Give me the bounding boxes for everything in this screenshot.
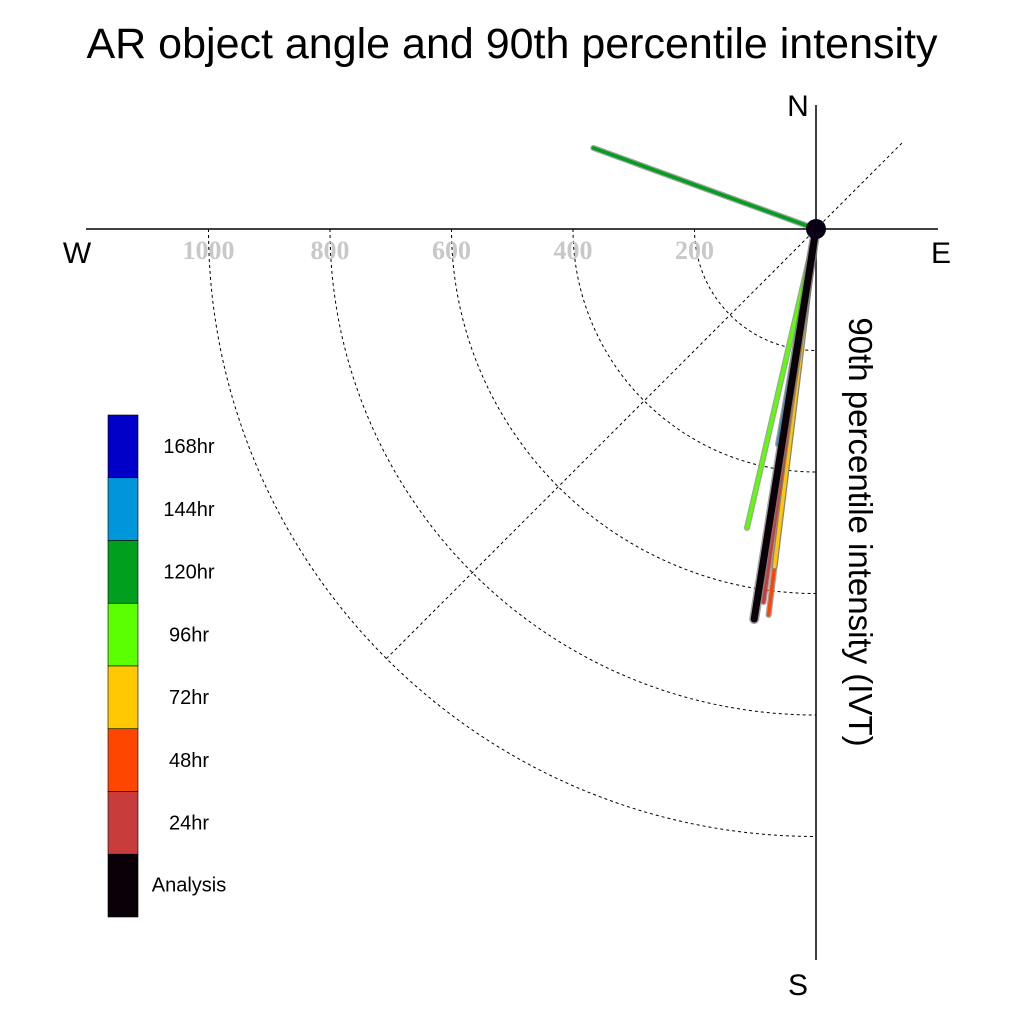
- compass-south-label: S: [788, 969, 808, 1002]
- radial-tick-label: 600: [432, 236, 471, 265]
- legend-swatch: [107, 540, 139, 604]
- radial-tick-label: 1000: [183, 236, 235, 265]
- diagonal-guide: [386, 142, 903, 659]
- legend-label: 120hr: [163, 562, 214, 584]
- series-line-analysis: [750, 225, 820, 623]
- radial-tick-label: 400: [554, 236, 593, 265]
- legend-label: Analysis: [152, 874, 226, 896]
- legend-swatch: [107, 665, 139, 730]
- legend-label: 72hr: [169, 687, 209, 709]
- legend: 168hr 144hr 120hr 96hr 72hr 48hr 24hr Analysis: [107, 414, 226, 918]
- legend-label: 48hr: [169, 750, 209, 772]
- legend-label: 24hr: [169, 813, 209, 835]
- intensity-axis-label: 90th percentile intensity (IVT): [842, 317, 879, 746]
- chart-title: AR object angle and 90th percentile inte…: [87, 20, 938, 68]
- compass-west-label: W: [63, 237, 92, 270]
- compass-north-label: N: [787, 90, 809, 123]
- series-line-120hr: [591, 146, 818, 231]
- origin-marker: [806, 219, 826, 239]
- legend-swatch: [107, 477, 139, 541]
- radial-tick-label: 200: [675, 236, 714, 265]
- radial-tick-label: 800: [311, 236, 350, 265]
- compass-east-label: E: [931, 237, 951, 270]
- legend-swatch: [107, 728, 139, 792]
- legend-swatch: [107, 853, 139, 918]
- range-ring: [451, 228, 817, 594]
- series-lines: [590, 144, 821, 625]
- legend-swatch: [107, 791, 139, 855]
- legend-swatch: [107, 414, 139, 479]
- radial-tick-labels: 200 400 600 800 1000: [183, 236, 715, 265]
- legend-label: 144hr: [163, 499, 214, 521]
- legend-swatch: [107, 602, 139, 667]
- legend-label: 168hr: [163, 436, 214, 458]
- legend-label: 96hr: [169, 624, 209, 646]
- range-ring: [329, 228, 817, 716]
- range-ring: [208, 228, 817, 837]
